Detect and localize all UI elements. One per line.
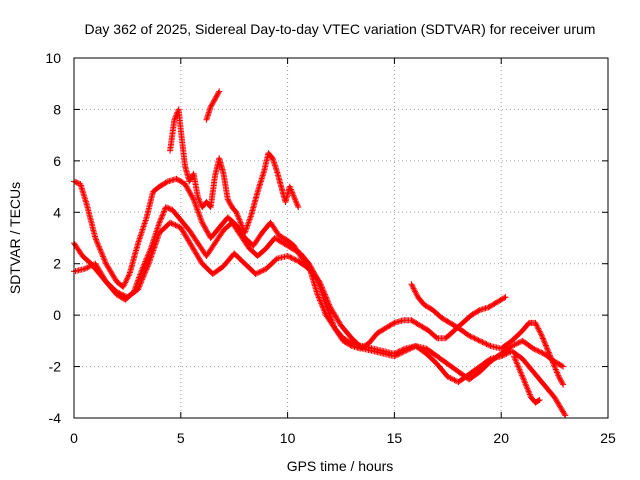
series-trace-7 (511, 353, 543, 406)
y-tick-label: 6 (53, 153, 61, 169)
series-markers (408, 281, 567, 388)
x-tick-labels: 0 5 10 15 20 25 (70, 430, 616, 446)
series-trace-5 (203, 88, 223, 123)
series-trace-4 (167, 106, 302, 236)
y-tick-label: -4 (49, 410, 62, 426)
y-tick-label: 4 (53, 204, 61, 220)
y-tick-label: 10 (45, 50, 61, 66)
y-axis-label: SDTVAR / TECUs (7, 182, 23, 294)
series-markers (203, 88, 223, 123)
series-trace-6 (408, 281, 567, 388)
chart-title: Day 362 of 2025, Sidereal Day-to-day VTE… (85, 21, 596, 37)
x-tick-label: 5 (177, 430, 185, 446)
y-tick-label: -2 (49, 359, 62, 375)
x-tick-label: 20 (493, 430, 509, 446)
y-tick-label: 0 (53, 307, 61, 323)
x-tick-label: 25 (600, 430, 616, 446)
x-tick-label: 0 (70, 430, 78, 446)
y-tick-label: 8 (53, 101, 61, 117)
series-markers (167, 106, 302, 236)
x-tick-label: 15 (387, 430, 403, 446)
x-tick-label: 10 (280, 430, 296, 446)
x-axis-label: GPS time / hours (287, 458, 394, 474)
axis-ticks (73, 57, 609, 419)
plot-frame (73, 57, 609, 419)
y-tick-labels: -4 -2 0 2 4 6 8 10 (45, 50, 61, 426)
series-markers (511, 353, 543, 406)
y-tick-label: 2 (53, 256, 61, 272)
